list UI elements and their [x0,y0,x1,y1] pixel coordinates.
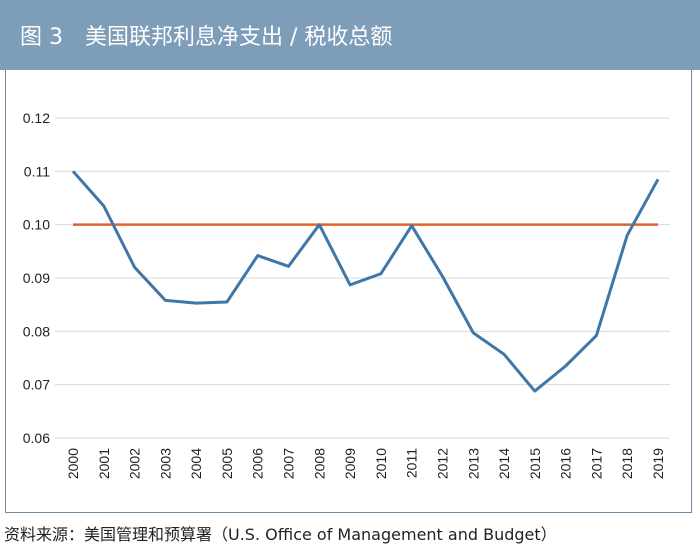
x-tick-label: 2013 [465,448,481,479]
chart-panel [5,70,692,513]
y-tick-label: 0.08 [23,323,50,339]
x-tick-label: 2008 [311,448,327,479]
x-tick-label: 2012 [434,448,450,479]
x-tick-label: 2001 [96,448,112,479]
x-tick-label: 2000 [65,448,81,479]
x-tick-label: 2005 [219,448,235,479]
y-tick-label: 0.09 [23,270,50,286]
x-tick-label: 2011 [404,448,420,478]
x-tick-label: 2007 [281,448,297,479]
y-tick-label: 0.11 [24,163,50,179]
chart-title: 美国联邦利息净支出 / 税收总额 [85,25,393,50]
y-tick-label: 0.12 [23,110,50,126]
x-tick-label: 2006 [250,448,266,479]
x-tick-label: 2010 [373,448,389,479]
y-tick-label: 0.06 [23,430,50,446]
x-tick-label: 2018 [619,448,635,479]
x-tick-label: 2015 [527,448,543,479]
grid-lines [55,117,670,439]
y-tick-labels: 0.06 0.07 0.08 0.09 0.10 0.11 0.12 [23,110,50,446]
y-tick-label: 0.10 [23,217,50,233]
x-tick-label: 2009 [342,448,358,479]
x-tick-label: 2002 [127,448,143,479]
x-tick-label: 2016 [558,448,574,479]
series-line [71,170,660,393]
x-tick-label: 2003 [157,448,173,479]
x-tick-label: 2019 [650,448,666,479]
line-chart: 0.060.070.080.090.100.110.12 2000 2001 200… [23,110,670,479]
x-tick-label: 2004 [188,448,204,479]
figure-header: 图 3 美国联邦利息净支出 / 税收总额 [0,0,700,70]
x-tick-labels: 2000 2001 2002 2003 2004 2005 2006 2007 2008 2009… [65,448,666,479]
x-tick-label: 2017 [588,448,604,479]
source-note: 资料来源：美国管理和预算署（U.S. Office of Management … [4,525,557,544]
x-tick-label: 2014 [496,448,512,479]
figure-label: 图 3 [20,25,63,50]
y-tick-label: 0.07 [23,377,50,393]
